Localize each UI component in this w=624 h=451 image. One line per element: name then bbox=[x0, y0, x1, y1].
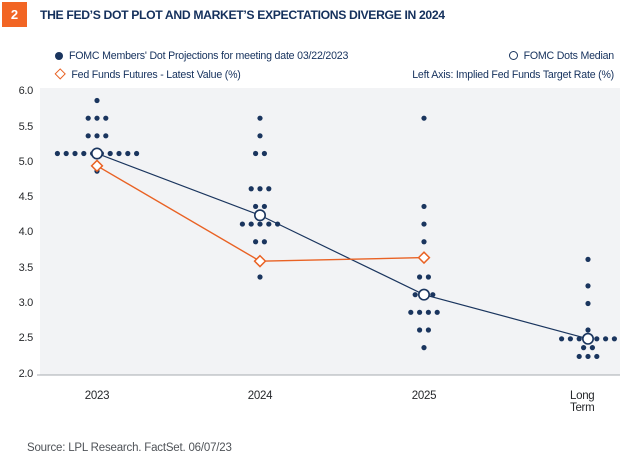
fomc-dot bbox=[412, 292, 418, 298]
fomc-dot bbox=[421, 345, 427, 351]
fomc-dot bbox=[261, 239, 267, 245]
fomc-dot bbox=[421, 239, 427, 245]
fomc-dot bbox=[581, 345, 587, 351]
fomc-dot bbox=[248, 186, 254, 192]
fomc-dot bbox=[585, 353, 591, 360]
left-axis-note: Left Axis: Implied Fed Funds Target Rate… bbox=[412, 68, 614, 81]
filled-dot-icon bbox=[55, 51, 63, 60]
fomc-dot bbox=[408, 309, 414, 315]
fomc-dot bbox=[54, 150, 61, 157]
legend-item-fomc-dots: FOMC Members' Dot Projections for meetin… bbox=[55, 50, 348, 62]
fomc-dots-2025 bbox=[408, 115, 440, 351]
fomc-dot bbox=[253, 203, 259, 210]
fomc-dot bbox=[594, 353, 600, 360]
fomc-dot bbox=[116, 150, 122, 157]
futures-marker-2024 bbox=[253, 254, 267, 268]
legend-item-futures: Fed Funds Futures - Latest Value (%) bbox=[54, 68, 241, 81]
fomc-dot bbox=[434, 309, 440, 315]
fomc-dot bbox=[261, 150, 267, 157]
legend-label-fomc-dots: FOMC Members' Dot Projections for meetin… bbox=[69, 49, 349, 62]
fomc-dot bbox=[417, 327, 423, 333]
fomc-dot bbox=[567, 336, 574, 342]
fomc-dot bbox=[425, 274, 431, 280]
legend-label-futures: Fed Funds Futures - Latest Value (%) bbox=[71, 68, 241, 81]
source-note: Source: LPL Research, FactSet, 06/07/23 bbox=[27, 442, 232, 451]
fomc-dot bbox=[239, 221, 245, 227]
fomc-dot bbox=[559, 336, 565, 342]
fomc-dot bbox=[421, 221, 427, 227]
fomc-dot bbox=[94, 133, 100, 139]
legend-item-median: FOMC Dots Median bbox=[508, 49, 615, 62]
futures-marker-2025 bbox=[417, 251, 431, 265]
fomc-dot bbox=[103, 115, 109, 121]
fomc-dot bbox=[585, 300, 591, 307]
fomc-dot bbox=[72, 150, 78, 157]
fomc-dot bbox=[430, 292, 436, 298]
fomc-dot bbox=[257, 274, 263, 280]
plot-area bbox=[40, 88, 620, 375]
fomc-dot bbox=[85, 115, 91, 121]
fomc-dot bbox=[266, 186, 272, 192]
fomc-dot bbox=[417, 274, 423, 280]
median-marker-2024 bbox=[254, 209, 267, 222]
median-line bbox=[96, 152, 589, 340]
fomc-dot bbox=[425, 309, 431, 315]
fomc-dot bbox=[603, 336, 609, 342]
fomc-dot bbox=[134, 150, 140, 157]
median-marker-long-term bbox=[581, 332, 594, 345]
fomc-dots-2024 bbox=[239, 115, 281, 280]
fomc-dot bbox=[81, 150, 87, 157]
fomc-dot bbox=[248, 221, 254, 227]
fomc-dot bbox=[585, 283, 591, 289]
figure-number-badge: 2 bbox=[2, 2, 27, 27]
fomc-dot bbox=[257, 133, 263, 139]
fomc-dot bbox=[594, 336, 600, 342]
fomc-dot bbox=[63, 150, 69, 157]
fomc-dot bbox=[585, 327, 591, 333]
fomc-dot bbox=[257, 186, 263, 192]
fomc-dot bbox=[275, 221, 281, 227]
futures-marker-2023 bbox=[90, 159, 104, 173]
fomc-dot bbox=[94, 97, 100, 104]
fomc-dot bbox=[261, 203, 267, 210]
fomc-dot bbox=[425, 327, 431, 333]
legend-label-median: FOMC Dots Median bbox=[523, 49, 615, 62]
fomc-dot bbox=[585, 256, 591, 262]
fomc-dot bbox=[421, 115, 427, 121]
fomc-dot bbox=[94, 115, 100, 121]
fomc-dot bbox=[266, 221, 272, 227]
fomc-dot bbox=[589, 345, 596, 351]
fomc-dot bbox=[421, 203, 427, 210]
fomc-dot bbox=[107, 150, 113, 157]
open-circle-icon bbox=[508, 51, 518, 60]
fomc-dot bbox=[125, 150, 131, 157]
fomc-dot bbox=[253, 150, 259, 157]
fomc-dot bbox=[257, 221, 263, 227]
fomc-dot bbox=[257, 115, 263, 121]
legend-row-2: Fed Funds Futures - Latest Value (%) Lef… bbox=[54, 67, 614, 82]
fomc-dot bbox=[576, 336, 582, 342]
fomc-dot bbox=[611, 336, 618, 342]
legend-row-1: FOMC Members' Dot Projections for meetin… bbox=[55, 48, 614, 63]
fomc-dot bbox=[417, 309, 423, 315]
chart-title: THE FED’S DOT PLOT AND MARKET’S EXPECTAT… bbox=[40, 8, 445, 22]
fomc-dot bbox=[576, 353, 582, 360]
fomc-dot bbox=[103, 133, 109, 139]
chart-legend: FOMC Members' Dot Projections for meetin… bbox=[54, 48, 614, 86]
median-marker-2025 bbox=[417, 288, 430, 301]
fomc-dot bbox=[85, 133, 91, 139]
fomc-dot bbox=[253, 239, 259, 245]
median-marker-2023 bbox=[91, 147, 104, 160]
